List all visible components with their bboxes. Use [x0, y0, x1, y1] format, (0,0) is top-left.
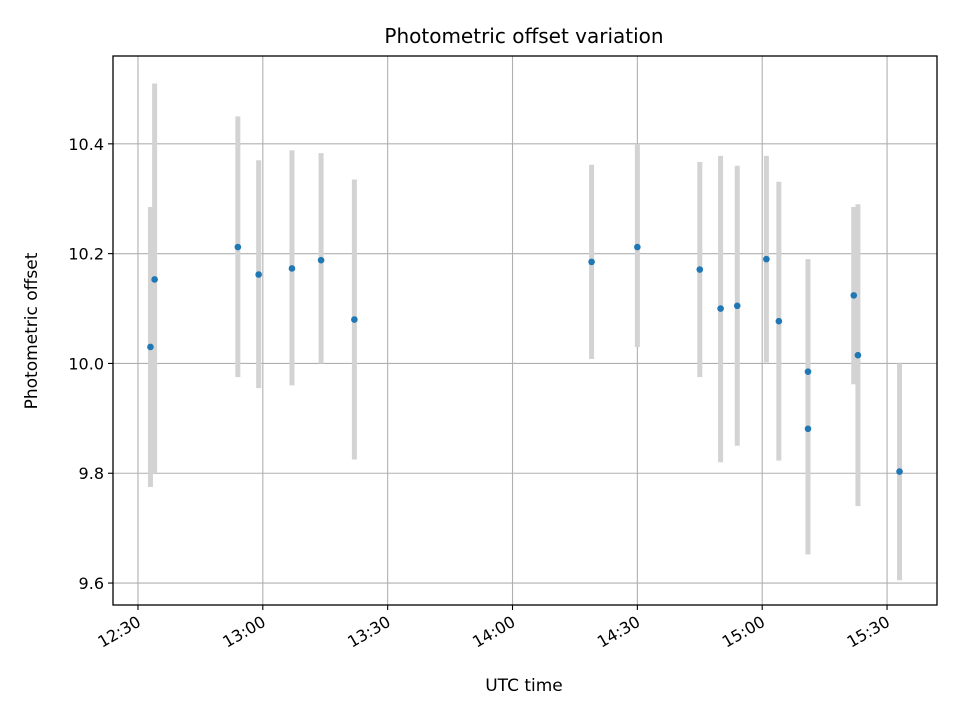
y-tick-label: 10.4	[68, 135, 104, 154]
data-point	[147, 343, 154, 351]
data-point	[634, 243, 641, 251]
chart-title: Photometric offset variation	[384, 24, 663, 48]
data-point	[696, 266, 704, 273]
data-point	[351, 316, 358, 323]
y-tick-label: 10.2	[68, 245, 104, 264]
y-axis-label: Photometric offset	[22, 252, 42, 409]
data-point	[804, 368, 812, 375]
y-tick-label: 9.8	[79, 464, 104, 483]
data-point	[854, 351, 862, 359]
data-point	[717, 305, 724, 312]
y-axis-ticks: 9.6 9.8 10.0 10.2 10.4	[68, 135, 113, 593]
data-point	[733, 302, 741, 310]
data-point	[850, 292, 858, 299]
x-axis-label: UTC time	[485, 676, 563, 696]
data-point	[588, 258, 595, 266]
data-point	[763, 255, 770, 263]
data-point	[151, 276, 158, 283]
data-point	[234, 243, 242, 251]
data-point	[896, 468, 903, 475]
data-point	[255, 271, 262, 278]
data-point	[288, 265, 296, 272]
y-tick-label: 9.6	[79, 574, 104, 593]
y-tick-label: 10.0	[68, 354, 104, 373]
plot-frame	[112, 55, 938, 606]
data-point	[317, 256, 325, 264]
data-point	[775, 317, 783, 325]
data-points	[147, 243, 903, 475]
data-point	[804, 425, 812, 433]
